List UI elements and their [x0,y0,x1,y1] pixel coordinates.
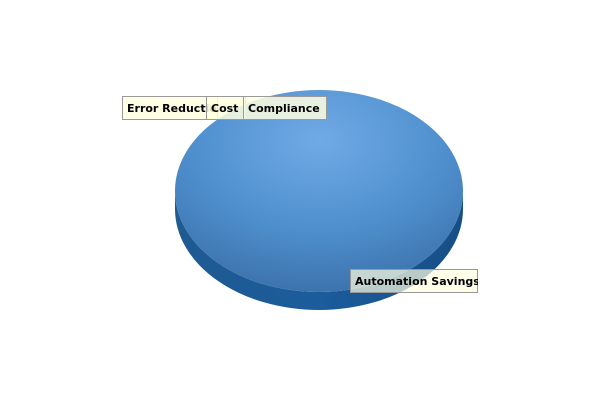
slice-label-compliance: Compliance [243,96,327,120]
slice-label-text: Automation Savings [355,275,480,288]
slice-label-box [350,269,478,293]
slice-label-text: Compliance [248,102,320,115]
slice-label-box [243,96,327,120]
slice-label-text: Cost [211,102,238,115]
slice-label-text: Error Reduction [127,102,225,115]
pie-slice-automation-savings [175,90,463,292]
slice-label-automation-savings: Automation Savings [350,269,480,293]
slice-label-error-reduction: Error Reduction [122,96,225,120]
slice-label-cost: Cost [206,96,246,120]
